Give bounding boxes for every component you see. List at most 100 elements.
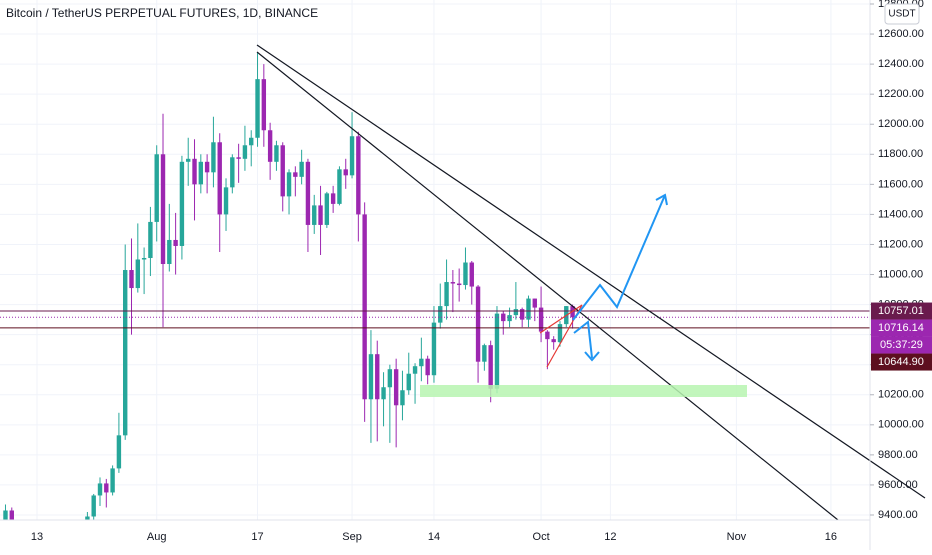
candle-body	[262, 79, 266, 130]
candle-body	[281, 145, 285, 196]
candle-body	[482, 345, 486, 362]
candle-body	[117, 435, 121, 468]
candle-body	[488, 345, 492, 389]
y-tick-label: 11200.00	[878, 238, 923, 250]
candle-body	[375, 354, 379, 399]
candle-body	[337, 169, 341, 204]
x-tick-label: 14	[428, 531, 440, 543]
candle-body	[507, 315, 511, 321]
y-tick-label: 11000.00	[878, 268, 923, 280]
x-tick-label: 13	[31, 531, 43, 543]
candle-body	[533, 299, 537, 308]
x-tick-label: Aug	[147, 531, 167, 543]
candle-body	[470, 263, 474, 287]
y-tick-label: 12400.00	[878, 58, 924, 70]
candle-body	[230, 157, 234, 187]
x-tick-label: Nov	[727, 531, 747, 543]
chart-title: Bitcoin / TetherUS PERPETUAL FUTURES, 1D…	[6, 6, 318, 20]
candle-body	[249, 138, 253, 146]
candle-body	[432, 323, 436, 376]
candle-body	[161, 154, 165, 264]
candle-body	[476, 287, 480, 362]
y-tick-label: 12600.00	[878, 28, 924, 40]
y-tick-label: 10000.00	[878, 419, 924, 431]
candle-body	[350, 136, 354, 175]
price-label: 10644.90	[878, 356, 924, 368]
candle-body	[180, 162, 184, 246]
x-tick-label: 12	[604, 531, 616, 543]
candle-body	[110, 468, 114, 492]
candle-body	[407, 374, 411, 391]
support-zone	[420, 385, 747, 397]
candle-body	[129, 270, 133, 288]
candle-body	[444, 282, 448, 306]
candle-body	[91, 495, 95, 516]
candle-body	[274, 145, 278, 162]
candle-body	[545, 332, 549, 340]
candle-body	[306, 162, 310, 225]
candle-body	[526, 299, 530, 320]
candle-body	[155, 154, 159, 222]
candle-body	[173, 240, 177, 246]
candle-body	[199, 162, 203, 185]
candle-body	[438, 306, 442, 323]
candle-body	[167, 240, 171, 264]
candle-body	[268, 130, 272, 162]
candle-body	[463, 263, 467, 286]
price-label: 10757.01	[878, 305, 924, 317]
y-tick-label: 10200.00	[878, 389, 924, 401]
y-tick-label: 12200.00	[878, 88, 924, 100]
candle-body	[362, 214, 366, 399]
currency: USDT	[888, 9, 915, 20]
candle-body	[192, 159, 196, 185]
candle-body	[425, 359, 429, 376]
candle-body	[312, 205, 316, 225]
candle-body	[236, 157, 240, 159]
candle-body	[211, 142, 215, 172]
candle-body	[394, 369, 398, 405]
candle-body	[98, 483, 102, 495]
y-tick-label: 9800.00	[878, 449, 918, 461]
y-tick-label: 11400.00	[878, 208, 923, 220]
candle-body	[255, 79, 259, 138]
candle-body	[457, 284, 461, 286]
candle-body	[318, 205, 322, 225]
candle-body	[413, 366, 417, 374]
candle-body	[224, 187, 228, 214]
candle-body	[205, 162, 209, 173]
candle-body	[558, 324, 562, 342]
candle-body	[325, 193, 329, 225]
candle-body	[451, 282, 455, 284]
x-tick-label: 17	[251, 531, 263, 543]
price-label: 10716.14	[878, 322, 924, 334]
candle-body	[344, 169, 348, 175]
countdown: 05:37:29	[880, 339, 923, 351]
candle-body	[104, 483, 108, 492]
candle-body	[123, 270, 127, 435]
candle-body	[287, 172, 291, 196]
candle-body	[243, 145, 247, 159]
y-tick-label: 9600.00	[878, 479, 918, 491]
y-tick-label: 11600.00	[878, 178, 923, 190]
candle-body	[369, 354, 373, 399]
candle-body	[142, 258, 146, 260]
x-tick-label: 16	[825, 531, 837, 543]
candle-body	[299, 162, 303, 177]
candle-body	[388, 369, 392, 387]
candle-body	[400, 390, 404, 405]
candle-body	[331, 193, 335, 204]
candle-body	[293, 172, 297, 177]
candle-body	[495, 314, 499, 389]
candle-body	[218, 142, 222, 214]
x-tick-label: Sep	[342, 531, 362, 543]
y-tick-label: 12000.00	[878, 118, 924, 130]
y-tick-label: 9400.00	[878, 509, 918, 521]
candle-body	[551, 339, 555, 342]
candle-body	[148, 222, 152, 258]
y-tick-label: 11800.00	[878, 148, 923, 160]
candle-body	[381, 387, 385, 399]
candle-body	[514, 309, 518, 315]
candle-body	[356, 136, 360, 214]
candle-body	[136, 259, 140, 288]
